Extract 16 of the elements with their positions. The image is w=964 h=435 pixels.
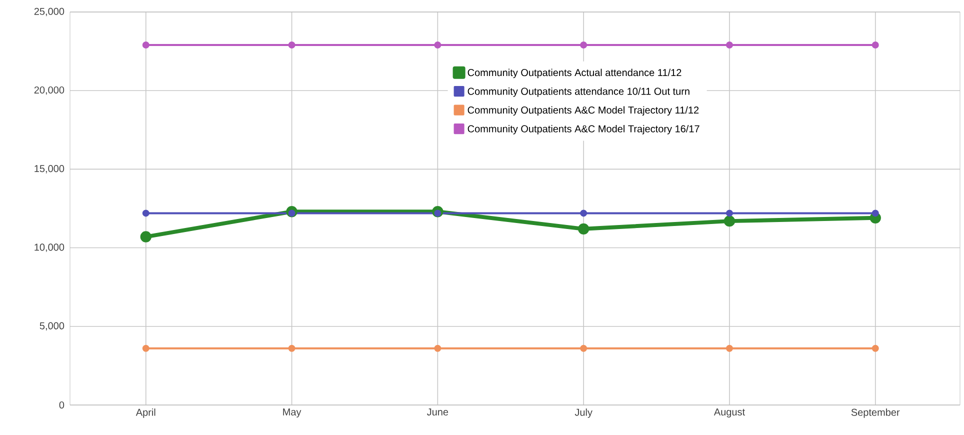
- y-tick-label: 25,000: [34, 8, 64, 16]
- legend-label: Community Outpatients A&C Model Trajectory 11/12: [468, 106, 699, 116]
- legend-label: Community Outpatients A&C Model Trajectory 16/17: [468, 125, 700, 134]
- y-tick-label: 0: [59, 401, 64, 409]
- legend-label: Community Outpatients Actual attendance 11/12: [468, 68, 682, 78]
- x-tick-label: September: [851, 408, 900, 418]
- y-tick-label: 5,000: [40, 322, 64, 331]
- legend-label: Community Outpatients attendance 10/11 Out turn: [468, 88, 690, 97]
- y-tick-label: 10,000: [34, 244, 64, 252]
- x-tick-label: June: [426, 408, 448, 416]
- x-tick-label: August: [714, 408, 745, 418]
- x-tick-label: July: [574, 408, 592, 418]
- x-tick-label: April: [136, 408, 156, 418]
- x-tick-label: May: [283, 408, 302, 418]
- y-tick-label: 20,000: [34, 86, 64, 95]
- y-tick-label: 15,000: [34, 165, 64, 174]
